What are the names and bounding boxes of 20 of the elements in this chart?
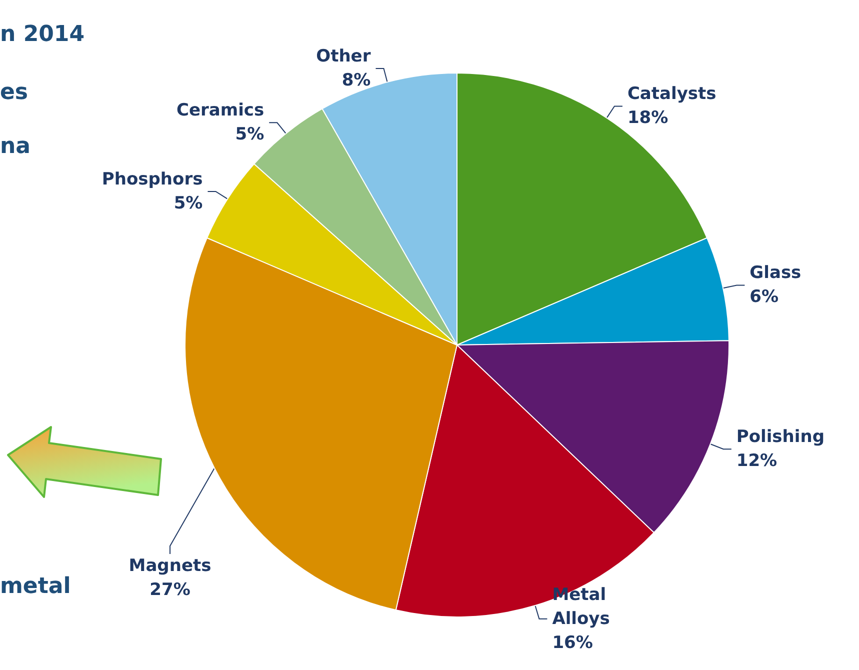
slice-label: Metal Alloys	[552, 584, 610, 629]
slice-label: Other	[316, 46, 372, 67]
slice-label: Ceramics	[176, 100, 264, 121]
data-label: 12%	[736, 451, 778, 472]
slice-label: Catalysts	[627, 84, 716, 104]
data-label: 16%	[552, 632, 593, 653]
text: n 2014	[0, 22, 85, 47]
data-label: 5%	[174, 193, 203, 214]
data-label: 5%	[235, 124, 264, 145]
slice-label: Magnets	[128, 556, 212, 576]
text: metal	[0, 574, 71, 599]
text: es	[0, 80, 28, 105]
slice-label: Phosphors	[102, 169, 203, 190]
slice-label: Glass	[750, 263, 802, 284]
data-label: 8%	[342, 70, 371, 91]
data-label: 27%	[150, 580, 190, 600]
slice-label: Polishing	[736, 427, 825, 448]
data-label: 18%	[627, 108, 668, 128]
text: na	[0, 134, 31, 159]
data-label: 6%	[750, 287, 779, 308]
